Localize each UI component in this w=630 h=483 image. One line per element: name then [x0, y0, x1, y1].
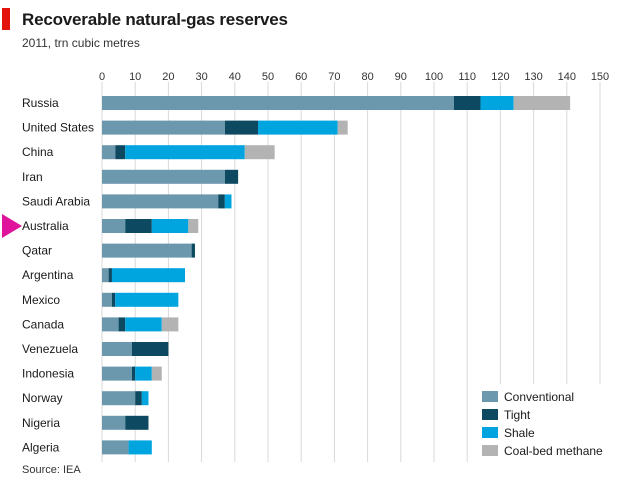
bar-segment-conventional — [102, 268, 109, 283]
category-label: United States — [22, 121, 94, 135]
x-tick-label: 50 — [262, 71, 274, 83]
category-label: Algeria — [22, 440, 60, 454]
bar-segment-conventional — [102, 194, 219, 209]
legend-label: Shale — [504, 426, 535, 440]
bar-segment-tight — [115, 145, 126, 160]
bar-segment-tight — [131, 342, 169, 356]
bar-segment-shale — [115, 292, 179, 307]
category-label: Saudi Arabia — [22, 194, 90, 208]
x-axis-ticks: 0 10 20 30 40 50 60 70 80 90 100 110 120 130 140 150 — [99, 71, 609, 83]
category-label: Indonesia — [22, 367, 74, 381]
legend-swatch — [482, 427, 498, 438]
bar-segment-shale — [141, 391, 149, 406]
x-tick-label: 60 — [295, 71, 307, 83]
bar-segment-conventional — [102, 96, 454, 110]
legend: Conventional Tight Shale Coal-bed methane — [470, 384, 610, 464]
chart-title: Recoverable natural-gas reserves — [22, 10, 288, 29]
category-label: Argentina — [22, 268, 74, 282]
x-tick-label: 130 — [524, 71, 542, 83]
bar-segment-tight — [218, 194, 225, 209]
category-labels: Russia United States China Iran Saudi Arabia… — [22, 96, 94, 454]
bar-segment-tight — [224, 120, 259, 135]
bar-segment-conventional — [102, 145, 116, 160]
bar-segment-tight — [135, 391, 142, 406]
title-accent-bar — [2, 8, 10, 30]
bar-segment-tight — [108, 268, 112, 283]
bar-segment-coal-bed-methane — [161, 317, 179, 332]
bar-segment-conventional — [102, 169, 225, 184]
bar-segment-shale — [125, 317, 162, 332]
bars — [102, 96, 571, 455]
legend-label: Conventional — [504, 390, 574, 404]
x-tick-label: 20 — [162, 71, 174, 83]
bar-segment-coal-bed-methane — [151, 366, 162, 381]
bar-segment-tight — [191, 243, 195, 258]
bar-segment-conventional — [102, 366, 132, 381]
legend-swatch — [482, 409, 498, 420]
legend-swatch — [482, 391, 498, 402]
x-tick-label: 10 — [129, 71, 141, 83]
x-tick-label: 110 — [458, 71, 476, 83]
bar-segment-conventional — [102, 243, 192, 258]
legend-label: Coal-bed methane — [504, 444, 603, 458]
category-label: Australia — [22, 219, 69, 233]
x-tick-label: 40 — [229, 71, 241, 83]
category-label: Nigeria — [22, 416, 60, 430]
bar-segment-shale — [224, 194, 232, 209]
bar-segment-tight — [224, 169, 239, 184]
bar-segment-coal-bed-methane — [513, 96, 571, 110]
bar-segment-tight — [125, 219, 152, 233]
source-note: Source: IEA — [22, 464, 81, 476]
x-tick-label: 150 — [591, 71, 609, 83]
category-label: Venezuela — [22, 342, 78, 356]
legend-swatch — [482, 445, 498, 456]
bar-segment-conventional — [102, 120, 225, 135]
x-tick-label: 100 — [425, 71, 443, 83]
bar-segment-coal-bed-methane — [244, 145, 275, 160]
bar-segment-conventional — [102, 292, 112, 307]
x-tick-label: 80 — [361, 71, 373, 83]
bar-segment-coal-bed-methane — [188, 219, 199, 233]
pointer-icon — [2, 214, 22, 238]
category-label: Russia — [22, 96, 59, 110]
bar-segment-coal-bed-methane — [337, 120, 348, 135]
category-label: China — [22, 145, 54, 159]
legend-label: Tight — [504, 408, 531, 422]
x-tick-label: 30 — [195, 71, 207, 83]
bar-segment-tight — [111, 292, 116, 307]
bar-segment-shale — [111, 268, 185, 283]
bar-segment-conventional — [102, 219, 126, 233]
bar-segment-tight — [125, 415, 149, 430]
x-tick-label: 90 — [395, 71, 407, 83]
bar-segment-shale — [128, 440, 152, 455]
bar-segment-conventional — [102, 415, 126, 430]
x-tick-label: 0 — [99, 71, 105, 83]
bar-segment-shale — [151, 219, 189, 233]
bar-segment-shale — [258, 120, 338, 135]
category-label: Canada — [22, 317, 64, 331]
x-tick-label: 70 — [328, 71, 340, 83]
bar-segment-shale — [125, 145, 245, 160]
category-label: Qatar — [22, 244, 52, 258]
bar-segment-tight — [453, 96, 481, 110]
category-label: Iran — [22, 170, 43, 184]
bar-segment-shale — [135, 366, 152, 381]
bar-segment-conventional — [102, 440, 129, 455]
bar-segment-conventional — [102, 342, 132, 356]
bar-segment-tight — [131, 366, 136, 381]
bar-segment-shale — [480, 96, 514, 110]
x-tick-label: 120 — [491, 71, 509, 83]
bar-segment-tight — [118, 317, 126, 332]
category-label: Mexico — [22, 293, 60, 307]
bar-segment-conventional — [102, 391, 136, 406]
x-tick-label: 140 — [558, 71, 576, 83]
category-label: Norway — [22, 391, 63, 405]
chart-subtitle: 2011, trn cubic metres — [22, 36, 140, 50]
bar-segment-conventional — [102, 317, 119, 332]
